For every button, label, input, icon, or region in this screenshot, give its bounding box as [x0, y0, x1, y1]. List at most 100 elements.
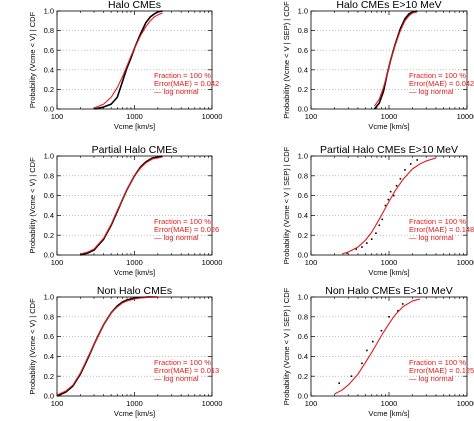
data-point: [375, 232, 377, 235]
chart-title: Halo CMEs E>10 MeV: [336, 0, 441, 11]
annotation-legend: — log normal: [154, 87, 199, 96]
data-point: [361, 362, 363, 365]
y-tick-label: 0.0: [298, 251, 308, 260]
y-tick-label: 0.2: [298, 85, 308, 94]
y-tick-label: 1.0: [298, 152, 308, 161]
annotation-error: Error(MAE) = 0.013: [154, 366, 219, 375]
lognormal-fit-line: [334, 298, 421, 395]
y-tick-label: 0.4: [44, 352, 54, 361]
y-axis-label: Probability (Vcme < V | SEP) | CDF: [282, 287, 291, 405]
annotation-error: Error(MAE) = 0.148: [409, 225, 474, 234]
annotation-legend: — log normal: [409, 374, 454, 383]
chart-panel-4: Partial Halo CMEs E>10 MeV 100 1000 10000 0.…: [282, 144, 474, 277]
data-point: [378, 224, 381, 227]
y-tick-label: 0.4: [298, 65, 308, 74]
x-tick-label: 100: [51, 399, 64, 408]
annotation-legend: — log normal: [154, 374, 199, 383]
y-tick-label: 0.2: [44, 231, 54, 240]
data-point: [401, 303, 404, 305]
chart-title: Non Halo CMEs E>10 MeV: [325, 285, 453, 297]
y-tick-label: 1.0: [44, 7, 54, 16]
y-tick-label: 0.8: [298, 26, 308, 35]
data-point: [370, 238, 373, 240]
y-tick-label: 0.0: [44, 105, 54, 114]
chart-panel-2: Halo CMEs E>10 MeV 100 1000 10000 0.0 0.2 0.4 0…: [282, 0, 474, 131]
y-tick-label: 1.0: [44, 152, 54, 161]
y-tick-label: 0.2: [298, 231, 308, 240]
annotation-fraction: Fraction = 100 %: [154, 217, 211, 226]
data-point: [387, 198, 390, 201]
y-tick-label: 0.8: [44, 26, 54, 35]
x-tick-label: 1000: [126, 258, 143, 267]
x-axis-label: Vcme [km/s]: [114, 409, 155, 418]
x-axis-label: Vcme [km/s]: [368, 409, 409, 418]
annotation-error: Error(MAE) = 0.042: [409, 79, 474, 88]
y-axis-label: Probability (Vcme < V) | CDF: [28, 157, 37, 254]
data-point: [416, 159, 419, 161]
chart-title: Partial Halo CMEs E>10 MeV: [320, 144, 458, 156]
data-point: [389, 190, 392, 193]
x-tick-label: 10000: [457, 399, 474, 408]
chart-panel-6: Non Halo CMEs E>10 MeV 100 1000 10000 0.0 0.2…: [282, 285, 474, 418]
data-point: [384, 204, 387, 207]
y-tick-label: 0.0: [44, 251, 54, 260]
y-tick-label: 0.2: [44, 85, 54, 94]
annotation-legend: — log normal: [409, 87, 454, 96]
y-tick-label: 0.6: [44, 46, 54, 55]
x-tick-label: 1000: [381, 258, 398, 267]
data-point: [381, 218, 384, 221]
annotation-fraction: Fraction = 100 %: [154, 71, 211, 80]
empirical-cdf-line: [56, 296, 158, 397]
data-point: [395, 184, 398, 187]
y-tick-label: 0.6: [298, 46, 308, 55]
y-tick-label: 0.4: [298, 352, 308, 361]
data-point: [372, 340, 374, 343]
x-tick-label: 1000: [126, 112, 143, 121]
y-axis-label: Probability (Vcme < V) | CDF: [28, 298, 37, 395]
x-tick-label: 1000: [126, 399, 143, 408]
x-tick-label: 100: [305, 399, 318, 408]
data-point: [361, 246, 363, 248]
lognormal-fit-line: [56, 296, 158, 396]
annotation-error: Error(MAE) = 0.042: [154, 79, 219, 88]
annotation-fraction: Fraction = 100 %: [409, 358, 466, 367]
y-tick-label: 0.6: [298, 191, 308, 200]
data-point: [366, 349, 368, 352]
lognormal-fit-line: [341, 157, 437, 255]
y-tick-label: 0.2: [44, 372, 54, 381]
data-point: [392, 194, 395, 197]
y-tick-label: 0.2: [298, 372, 308, 381]
x-tick-label: 10000: [202, 258, 223, 267]
chart-panel-5: Non Halo CMEs 100 1000 10000 0.0 0.2 0.4 0.6 0.8…: [28, 285, 222, 418]
annotation-legend: — log normal: [409, 233, 454, 242]
empirical-cdf-line: [80, 155, 163, 256]
x-axis-label: Vcme [km/s]: [368, 122, 409, 131]
y-tick-label: 0.8: [298, 312, 308, 321]
chart-panel-3: Partial Halo CMEs 100 1000 10000 0.0 0.2 0.4 0.…: [28, 144, 222, 277]
y-tick-label: 0.0: [298, 392, 308, 401]
chart-panel-1: Halo CMEs 100 1000 10000 0.0 0.2 0.4 0.6 0.8 1.0 V…: [28, 0, 222, 131]
y-tick-label: 0.6: [44, 332, 54, 341]
y-tick-label: 0.6: [298, 332, 308, 341]
annotation-fraction: Fraction = 100 %: [409, 217, 466, 226]
x-axis-label: Vcme [km/s]: [368, 268, 409, 277]
data-point: [338, 382, 341, 384]
data-point: [409, 163, 412, 165]
x-tick-label: 100: [51, 258, 64, 267]
x-tick-label: 100: [305, 258, 318, 267]
y-tick-label: 0.4: [298, 211, 308, 220]
x-axis-label: Vcme [km/s]: [114, 268, 155, 277]
y-tick-label: 0.6: [44, 191, 54, 200]
y-tick-label: 0.8: [298, 171, 308, 180]
x-tick-label: 10000: [457, 258, 474, 267]
data-point: [355, 248, 358, 250]
data-point: [380, 329, 383, 332]
data-point: [366, 242, 368, 244]
x-tick-label: 100: [51, 112, 64, 121]
y-axis-label: Probability (Vcme < V | SEP) | CDF: [282, 1, 291, 119]
annotation-fraction: Fraction = 100 %: [409, 71, 466, 80]
y-axis-label: Probability (Vcme < V | SEP) | CDF: [282, 146, 291, 264]
annotation-error: Error(MAE) = 0.026: [154, 225, 219, 234]
y-tick-label: 0.4: [44, 65, 54, 74]
